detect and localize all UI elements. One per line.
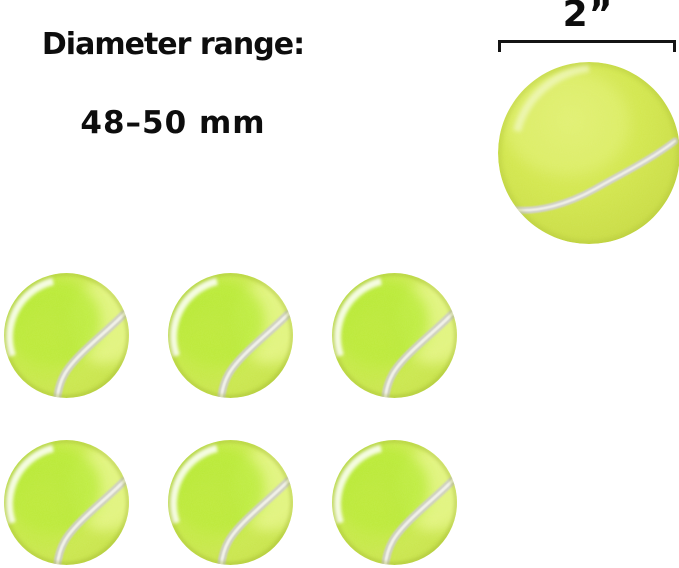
tennis-ball-small-image <box>331 272 458 399</box>
tennis-ball-small-graphic <box>3 439 130 566</box>
tennis-ball-small-graphic <box>331 272 458 399</box>
tennis-ball-small-image <box>3 272 130 399</box>
tennis-ball-small-graphic <box>3 272 130 399</box>
tennis-ball-small-graphic <box>331 439 458 566</box>
tennis-ball-small-image <box>3 439 130 566</box>
diameter-range-value: 48–50 mm <box>80 105 266 141</box>
spec-text-block: Diameter range: 48–50 mm <box>20 26 326 142</box>
measurement-bracket <box>498 40 676 52</box>
tennis-ball-large-graphic <box>497 61 679 245</box>
diameter-range-label: Diameter range: <box>41 27 305 62</box>
tennis-ball-small-image <box>167 272 294 399</box>
inches-measurement-label: 2” <box>562 0 614 35</box>
tennis-ball-small-image <box>331 439 458 566</box>
tennis-ball-small-image <box>167 439 294 566</box>
tennis-ball-small-graphic <box>167 272 294 399</box>
tennis-ball-large-image <box>497 61 679 245</box>
tennis-ball-small-graphic <box>167 439 294 566</box>
